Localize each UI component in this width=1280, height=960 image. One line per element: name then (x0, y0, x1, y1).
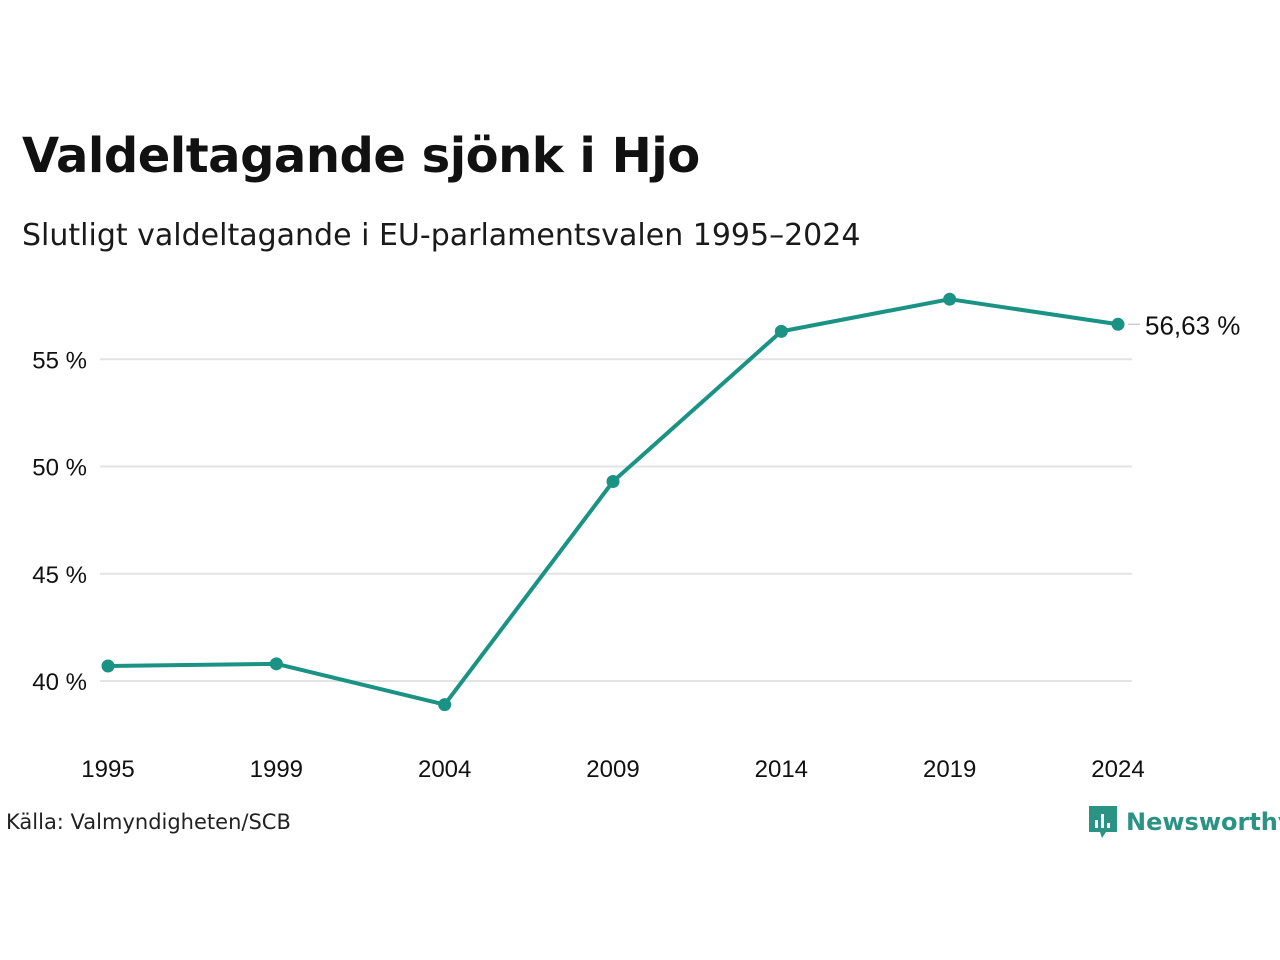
brand-name: Newsworthy (1126, 808, 1280, 836)
x-tick-label: 1999 (250, 756, 303, 783)
chart-title: Valdeltagande sjönk i Hjo (22, 128, 700, 184)
x-tick-label: 2014 (755, 756, 808, 783)
source-note: Källa: Valmyndigheten/SCB (6, 810, 291, 834)
x-tick-label: 2019 (923, 756, 976, 783)
grid-lines (100, 358, 1132, 682)
end-value-label: 56,63 % (1145, 310, 1240, 340)
x-tick-label: 2004 (418, 756, 471, 783)
y-tick-label: 55 % (32, 347, 87, 374)
data-point-1995 (101, 659, 115, 673)
y-tick-label: 40 % (32, 669, 87, 696)
line-chart: 40 % 45 % 50 % 55 % 1995 1999 2004 2009 2014 201… (32, 292, 1240, 783)
chart-subtitle: Slutligt valdeltagande i EU-parlamentsva… (22, 218, 861, 253)
x-tick-label: 1995 (81, 756, 134, 783)
y-tick-label: 45 % (32, 562, 87, 589)
y-tick-label: 50 % (32, 455, 87, 482)
newsworthy-logo-icon (1089, 806, 1117, 838)
data-point-1999 (269, 657, 283, 671)
data-point-2019 (943, 292, 957, 306)
y-axis-ticks: 40 % 45 % 50 % 55 % (32, 347, 87, 696)
data-point-2009 (606, 475, 620, 489)
data-point-2014 (774, 324, 788, 338)
x-tick-label: 2024 (1091, 756, 1144, 783)
brand-logo: Newsworthy (1088, 804, 1280, 840)
data-points (101, 292, 1125, 712)
end-label-group: 56,63 % (1128, 310, 1240, 340)
data-point-2024 (1111, 317, 1125, 331)
x-tick-label: 2009 (586, 756, 639, 783)
x-axis-ticks: 1995 1999 2004 2009 2014 2019 2024 (81, 756, 1144, 783)
data-point-2004 (438, 698, 452, 712)
